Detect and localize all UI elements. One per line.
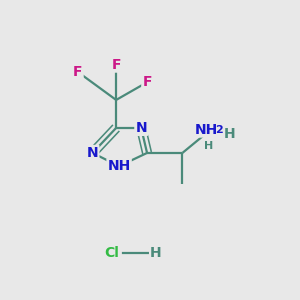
Text: Cl: Cl: [104, 246, 119, 260]
Text: F: F: [142, 75, 152, 89]
Text: 2: 2: [215, 125, 223, 135]
Text: NH: NH: [107, 159, 131, 173]
Text: F: F: [73, 65, 83, 79]
Text: N: N: [135, 121, 147, 135]
Text: F: F: [111, 58, 121, 72]
Text: N: N: [87, 146, 98, 160]
Text: NH: NH: [194, 123, 218, 137]
Text: H: H: [150, 246, 162, 260]
Text: H: H: [204, 141, 214, 151]
Text: H: H: [224, 127, 235, 141]
